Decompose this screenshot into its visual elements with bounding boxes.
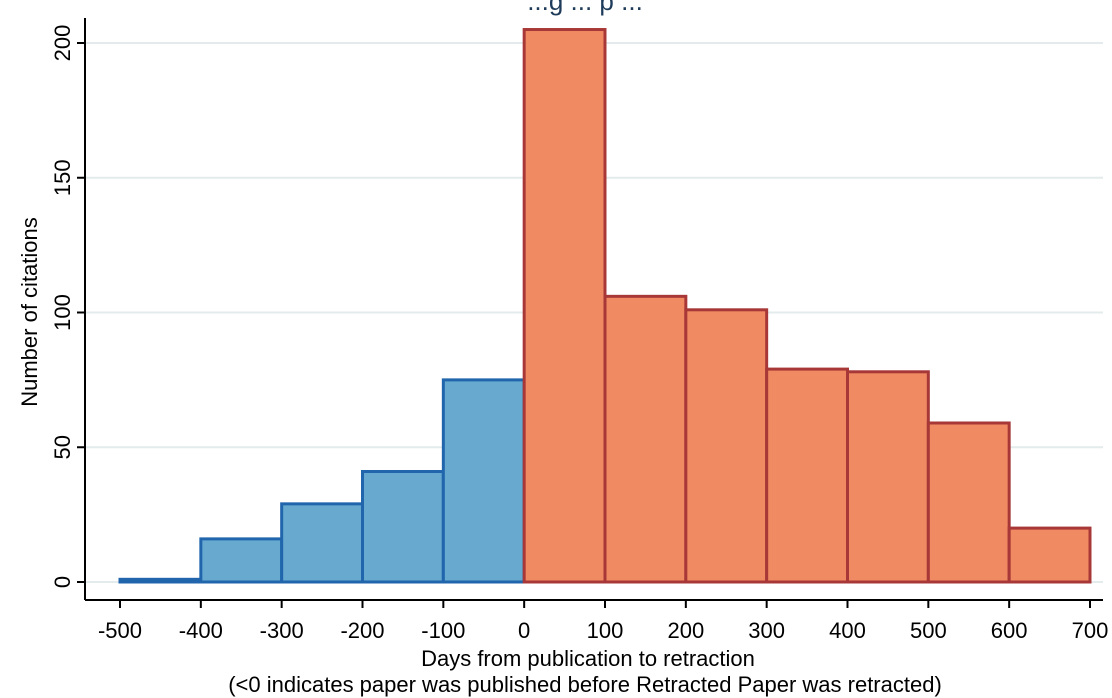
x-tick-label--100: -100 (421, 618, 465, 643)
bar-400-to-500 (846, 370, 930, 584)
bar-600-to-700 (1007, 526, 1092, 584)
x-tick-label--500: -500 (98, 618, 142, 643)
x-tick-label-0: 0 (518, 618, 530, 643)
x-axis-ticks: -500 -400 -300 -200 -100 0 100 200 300 400 500 600 7… (98, 600, 1108, 643)
bar-0-to-100 (522, 28, 607, 584)
x-tick-label-600: 600 (991, 618, 1028, 643)
bar-300-to-400 (765, 367, 850, 584)
bar--200-to--100 (361, 470, 445, 584)
y-tick-label-200: 200 (50, 25, 75, 62)
x-tick-label--300: -300 (260, 618, 304, 643)
x-tick-label--200: -200 (340, 618, 384, 643)
x-tick-label-400: 400 (829, 618, 866, 643)
x-tick-label-300: 300 (748, 618, 785, 643)
bar--500-to--400 (118, 577, 203, 584)
bar--400-to--300 (199, 537, 284, 584)
bar-100-to-200 (603, 294, 688, 584)
histogram-bars (118, 28, 1092, 584)
bar--100-to-0 (441, 378, 526, 584)
x-tick-label-100: 100 (587, 618, 624, 643)
bar-500-to-600 (926, 421, 1011, 584)
x-axis-title: Days from publication to retraction (421, 646, 755, 671)
chart-title: ...g ... p ... (527, 0, 643, 16)
axes (84, 18, 1103, 601)
x-tick-label--400: -400 (179, 618, 223, 643)
x-tick-label-700: 700 (1072, 618, 1109, 643)
y-tick-label-150: 150 (50, 159, 75, 196)
bar-200-to-300 (684, 308, 769, 584)
x-tick-label-500: 500 (910, 618, 947, 643)
bar--300-to--200 (280, 502, 364, 584)
y-tick-label-100: 100 (50, 294, 75, 331)
x-axis-note: (<0 indicates paper was published before… (228, 672, 942, 697)
y-tick-label-0: 0 (50, 576, 75, 588)
y-tick-label-50: 50 (50, 435, 75, 459)
y-axis-ticks: 0 50 100 150 200 (50, 25, 85, 588)
x-tick-label-200: 200 (667, 618, 704, 643)
y-axis-title: Number of citations (17, 217, 42, 407)
